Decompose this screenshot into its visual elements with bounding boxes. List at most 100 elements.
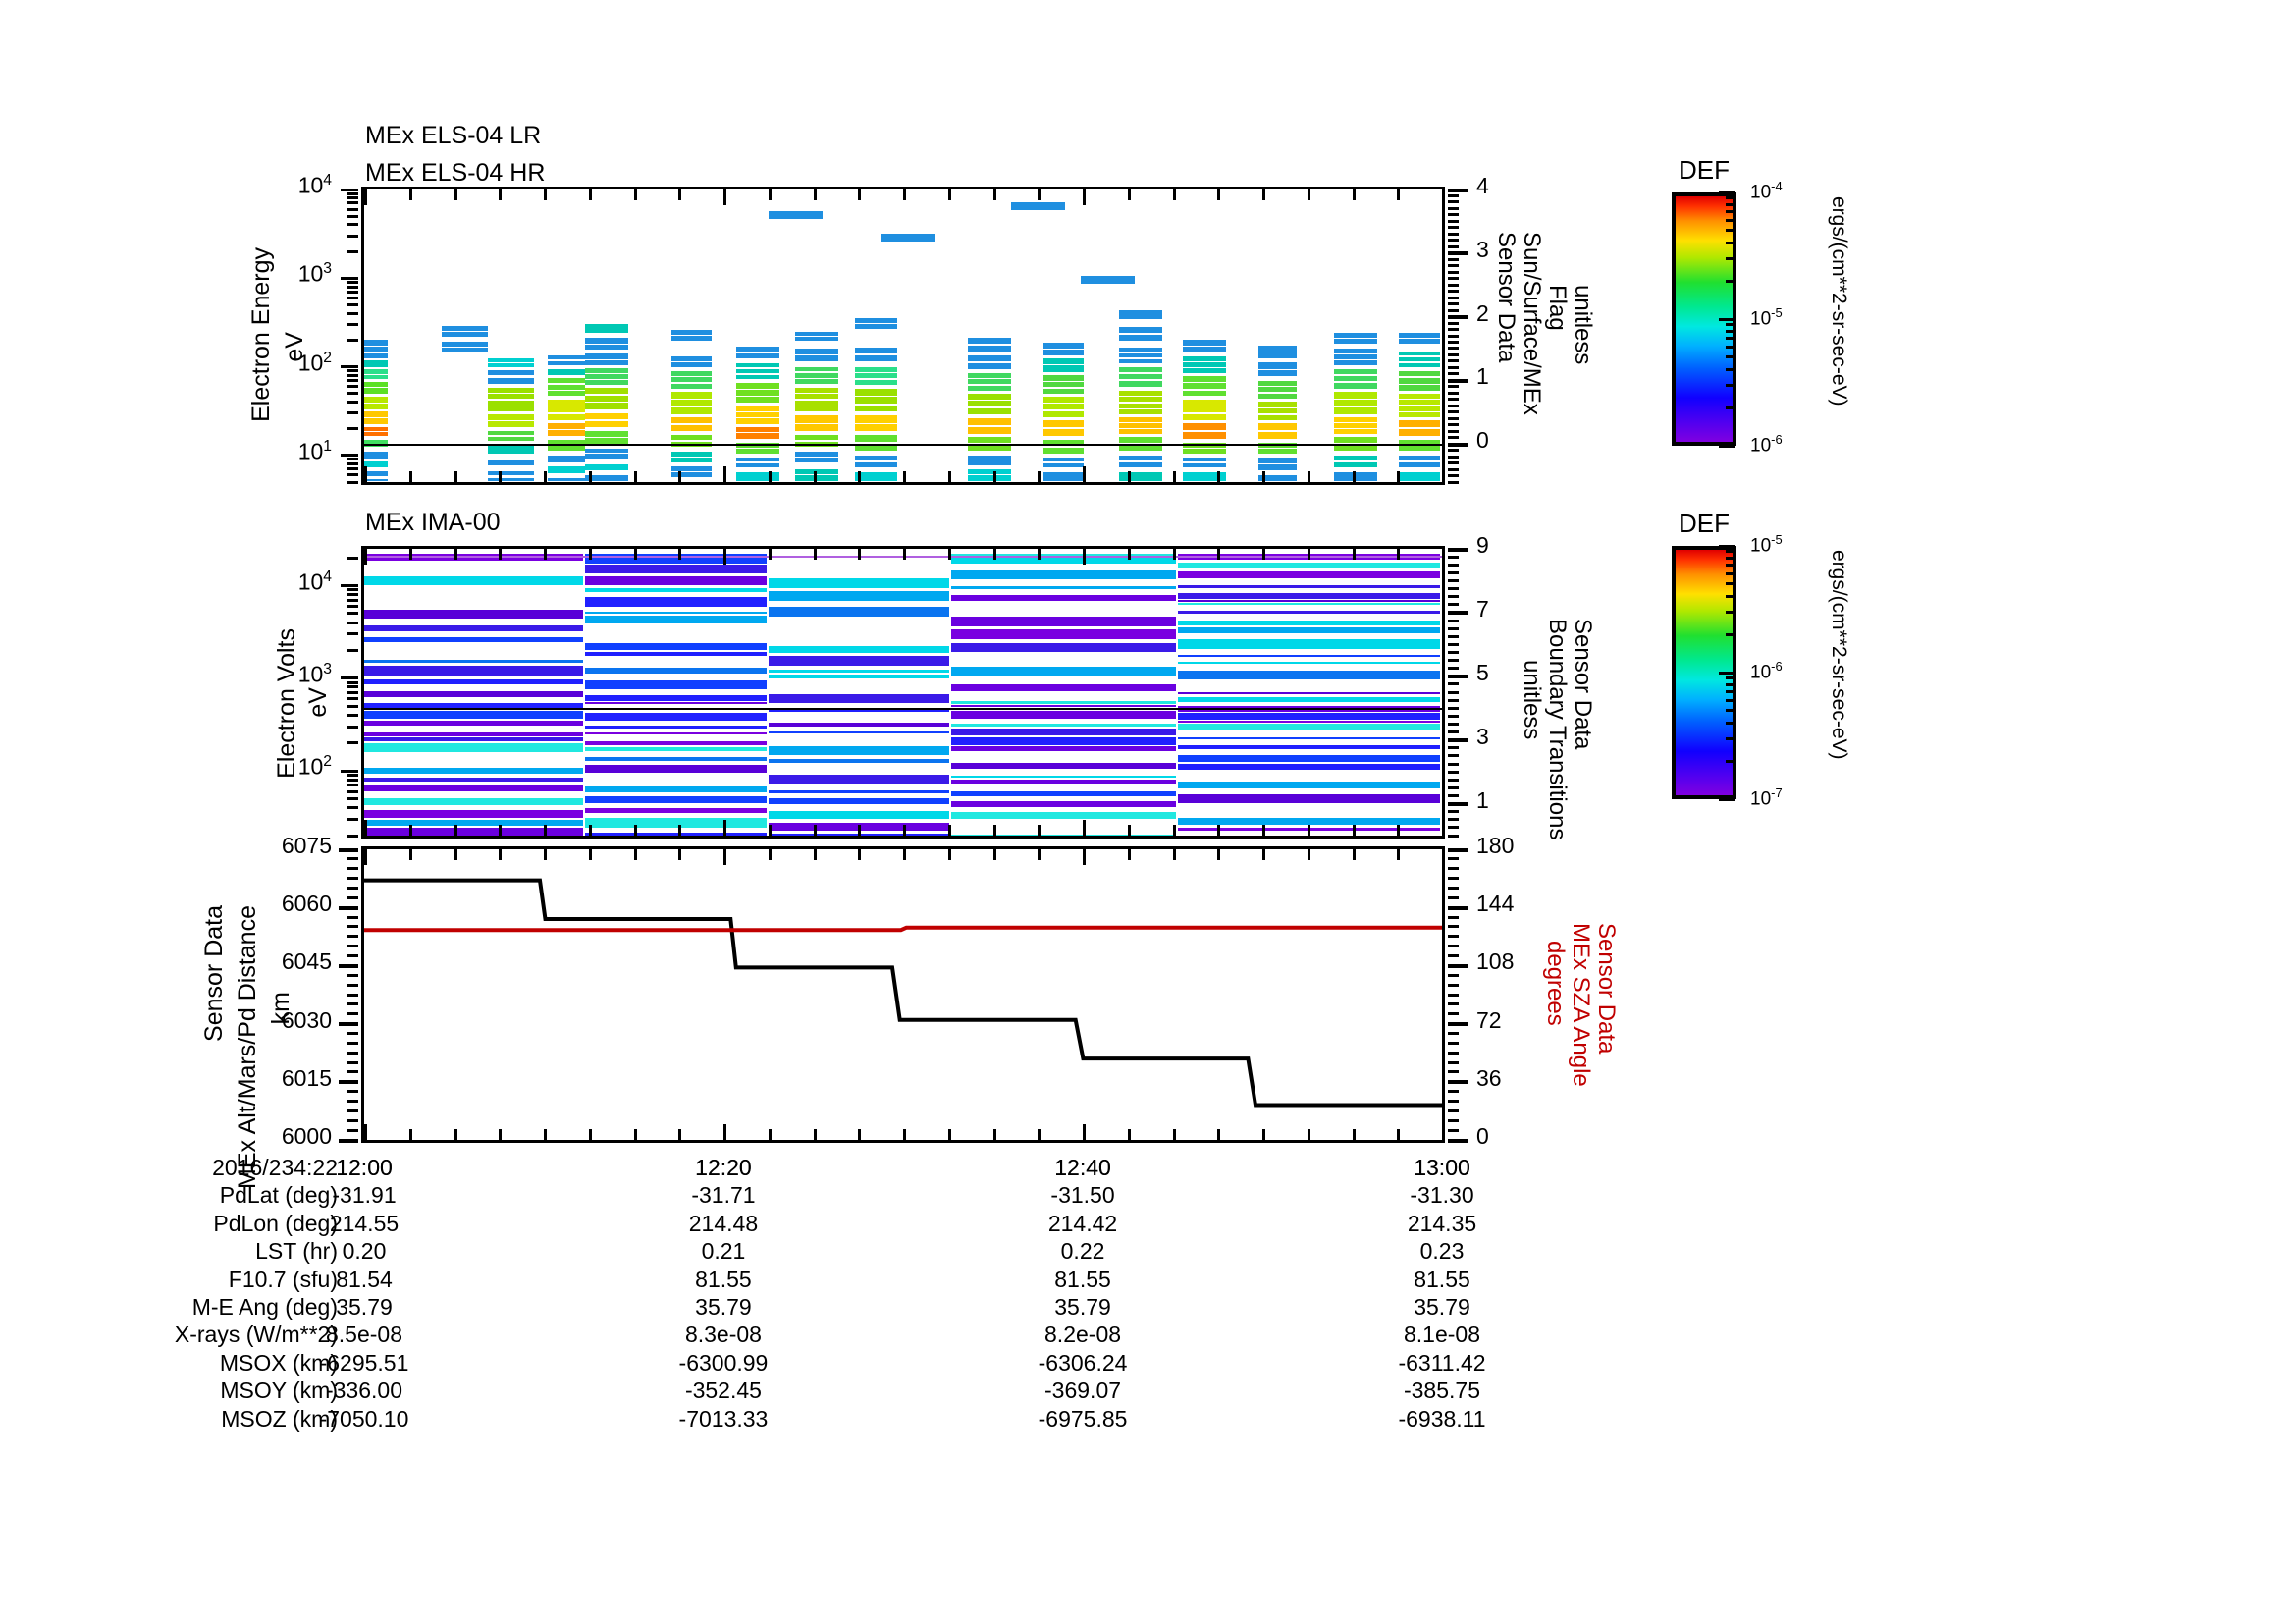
x-tick	[1262, 1129, 1265, 1140]
els-energy-band	[854, 389, 898, 397]
panel1-right-axis-label-1: Sensor Data	[1493, 232, 1520, 363]
x-tick	[544, 1129, 547, 1140]
els-energy-band	[735, 462, 779, 468]
panel1-left-minor-tick	[347, 234, 358, 238]
panel1-right-tick	[1448, 404, 1459, 407]
els-energy-band	[364, 404, 389, 409]
panel3-left-tick	[347, 1070, 358, 1074]
table-row-label: 2016/234:22	[212, 1155, 338, 1180]
els-column	[1183, 189, 1227, 482]
panel3-right-tick	[1448, 954, 1459, 958]
panel1-left-minor-tick	[347, 458, 358, 461]
x-tick	[1442, 466, 1445, 482]
panel-ima-spectrogram[interactable]	[361, 546, 1445, 839]
panel1-right-tick	[1448, 296, 1459, 299]
panel2-right-tick	[1448, 578, 1459, 582]
x-tick	[1217, 825, 1221, 836]
els-energy-band	[364, 471, 389, 477]
panel1-right-tick	[1448, 442, 1468, 447]
panel3-right-tick	[1448, 1100, 1459, 1104]
els-energy-band	[1118, 471, 1162, 481]
ima-energy-band	[1177, 627, 1440, 634]
x-tick	[1307, 549, 1310, 560]
els-energy-band	[585, 474, 628, 481]
els-energy-band	[967, 444, 1011, 451]
els-energy-band	[670, 392, 712, 399]
els-energy-band	[488, 357, 535, 362]
table-row-label: PdLon (deg)	[213, 1210, 338, 1236]
panel3-right-tick	[1448, 1138, 1468, 1143]
colorbar-tick	[1726, 346, 1735, 350]
els-energy-band	[967, 362, 1011, 370]
panel3-right-tick	[1448, 983, 1459, 987]
ima-energy-band	[1177, 655, 1440, 658]
ima-energy-band	[364, 625, 584, 632]
colorbar-tick	[1726, 564, 1735, 568]
ima-energy-band	[585, 668, 767, 675]
ima-energy-band	[364, 721, 584, 727]
panel3-left-tick	[347, 935, 358, 939]
panel1-title-lr: MEx ELS-04 LR	[365, 122, 542, 149]
panel2-right-tick	[1448, 802, 1468, 807]
els-energy-band	[1042, 419, 1085, 428]
els-energy-band	[1118, 380, 1162, 387]
panel1-left-minor-tick	[347, 201, 358, 205]
els-energy-band	[1258, 431, 1297, 439]
els-energy-band	[1399, 362, 1440, 368]
x-tick	[903, 471, 906, 482]
x-tick	[408, 549, 412, 560]
ima-energy-band	[768, 723, 950, 728]
x-tick	[1172, 1129, 1176, 1140]
panel-els-spectrogram[interactable]	[361, 187, 1445, 485]
panel2-left-minor-tick	[341, 584, 358, 588]
panel3-right-tick	[1448, 1118, 1459, 1122]
els-energy-band	[1258, 380, 1297, 386]
panel2-right-tick	[1448, 770, 1459, 774]
x-tick	[499, 471, 503, 482]
ima-energy-band	[364, 660, 584, 664]
els-energy-band	[795, 424, 839, 432]
table-cell-value: 8.1e-08	[1403, 1322, 1480, 1348]
panel3-left-tick-label: 6060	[281, 891, 332, 917]
els-energy-band	[1183, 376, 1227, 383]
x-tick	[678, 1129, 682, 1140]
table-row-label: MSOX (km)	[219, 1349, 338, 1376]
panel1-left-minor-tick	[347, 322, 358, 326]
table-cell-value: -31.91	[332, 1182, 397, 1209]
els-energy-band	[1258, 414, 1297, 421]
panel1-left-minor-tick	[347, 338, 358, 342]
ima-energy-band	[1177, 621, 1440, 626]
colorbar-tick	[1726, 632, 1735, 636]
els-energy-band	[735, 362, 779, 368]
els-energy-band	[547, 439, 586, 445]
x-tick	[858, 471, 862, 482]
table-cell-value: 8.2e-08	[1044, 1322, 1122, 1348]
els-energy-band	[1118, 422, 1162, 428]
ima-energy-band	[951, 629, 1176, 640]
els-energy-band	[1334, 437, 1378, 444]
x-tick	[1038, 471, 1041, 482]
panel3-right-tick-label: 144	[1476, 891, 1515, 917]
els-energy-band	[1042, 343, 1085, 349]
els-energy-band	[1399, 370, 1440, 377]
els-energy-band	[1399, 446, 1440, 451]
ima-energy-band	[585, 726, 767, 730]
x-tick	[678, 471, 682, 482]
ima-energy-band	[951, 801, 1176, 808]
els-energy-band	[795, 372, 839, 378]
els-energy-band	[1183, 399, 1227, 406]
x-tick	[768, 471, 772, 482]
table-cell-value: 8.3e-08	[684, 1322, 762, 1348]
ima-energy-band	[364, 778, 584, 783]
panel3-left-tick	[339, 963, 358, 968]
x-tick	[1352, 849, 1356, 860]
els-energy-band	[670, 472, 712, 477]
x-tick	[813, 471, 817, 482]
panel1-left-minor-tick	[347, 369, 358, 373]
colorbar-title: DEF	[1679, 509, 1730, 538]
els-energy-band	[854, 424, 898, 432]
panel-altitude-sza[interactable]	[361, 846, 1445, 1143]
x-tick	[408, 471, 412, 482]
els-energy-band	[1258, 457, 1297, 463]
panel3-right-tick	[1448, 1109, 1459, 1112]
